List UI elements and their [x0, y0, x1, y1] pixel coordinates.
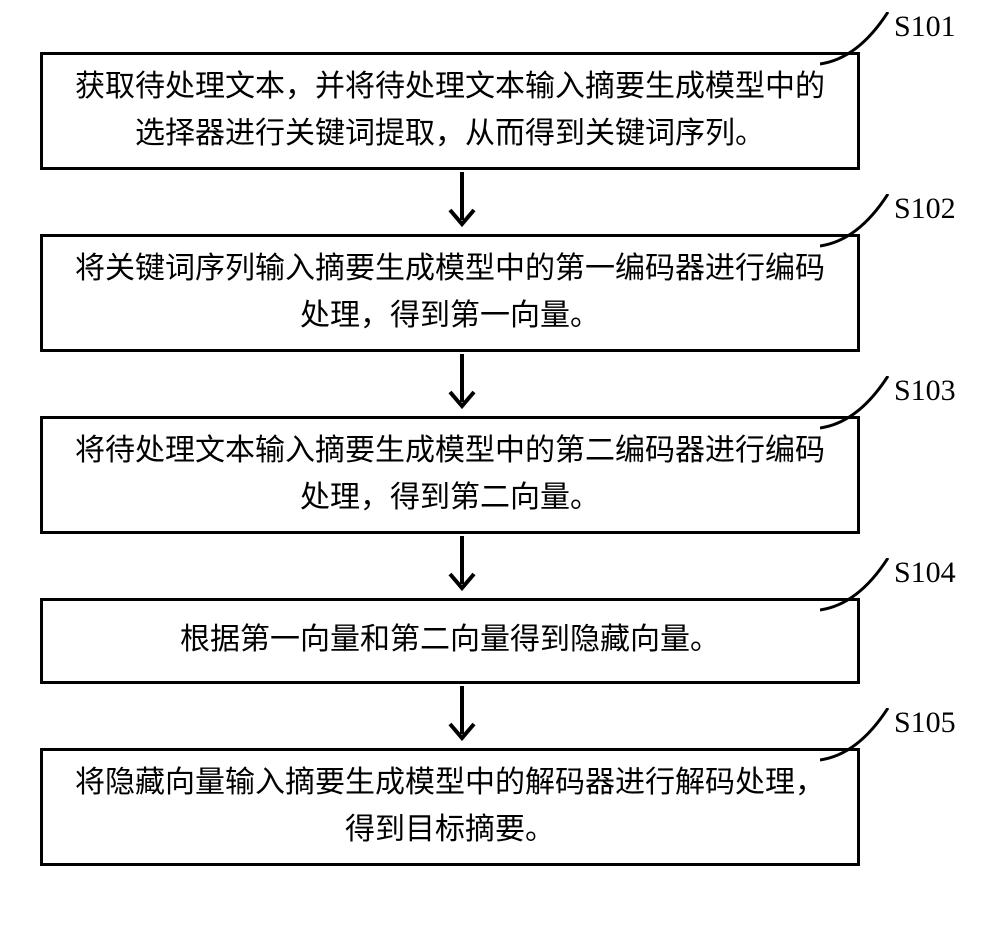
arrow-3 [448, 536, 476, 596]
arrow-4 [448, 686, 476, 746]
step-box-s102: 将关键词序列输入摘要生成模型中的第一编码器进行编码处理，得到第一向量。 [40, 234, 860, 352]
step-text: 获取待处理文本，并将待处理文本输入摘要生成模型中的选择器进行关键词提取，从而得到… [67, 64, 833, 157]
step-text: 根据第一向量和第二向量得到隐藏向量。 [180, 617, 720, 664]
tick-s104 [820, 558, 890, 610]
step-text: 将关键词序列输入摘要生成模型中的第一编码器进行编码处理，得到第一向量。 [67, 246, 833, 339]
flowchart-container: 获取待处理文本，并将待处理文本输入摘要生成模型中的选择器进行关键词提取，从而得到… [40, 22, 960, 922]
step-box-s103: 将待处理文本输入摘要生成模型中的第二编码器进行编码处理，得到第二向量。 [40, 416, 860, 534]
arrow-2 [448, 354, 476, 414]
step-label-s101: S101 [894, 10, 956, 44]
step-box-s104: 根据第一向量和第二向量得到隐藏向量。 [40, 598, 860, 684]
tick-s102 [820, 194, 890, 246]
step-label-s105: S105 [894, 706, 956, 740]
step-box-s105: 将隐藏向量输入摘要生成模型中的解码器进行解码处理，得到目标摘要。 [40, 748, 860, 866]
tick-s101 [820, 12, 890, 64]
step-box-s101: 获取待处理文本，并将待处理文本输入摘要生成模型中的选择器进行关键词提取，从而得到… [40, 52, 860, 170]
step-label-s104: S104 [894, 556, 956, 590]
tick-s105 [820, 708, 890, 760]
tick-s103 [820, 376, 890, 428]
step-text: 将待处理文本输入摘要生成模型中的第二编码器进行编码处理，得到第二向量。 [67, 428, 833, 521]
step-label-s103: S103 [894, 374, 956, 408]
step-label-s102: S102 [894, 192, 956, 226]
arrow-1 [448, 172, 476, 232]
step-text: 将隐藏向量输入摘要生成模型中的解码器进行解码处理，得到目标摘要。 [67, 760, 833, 853]
